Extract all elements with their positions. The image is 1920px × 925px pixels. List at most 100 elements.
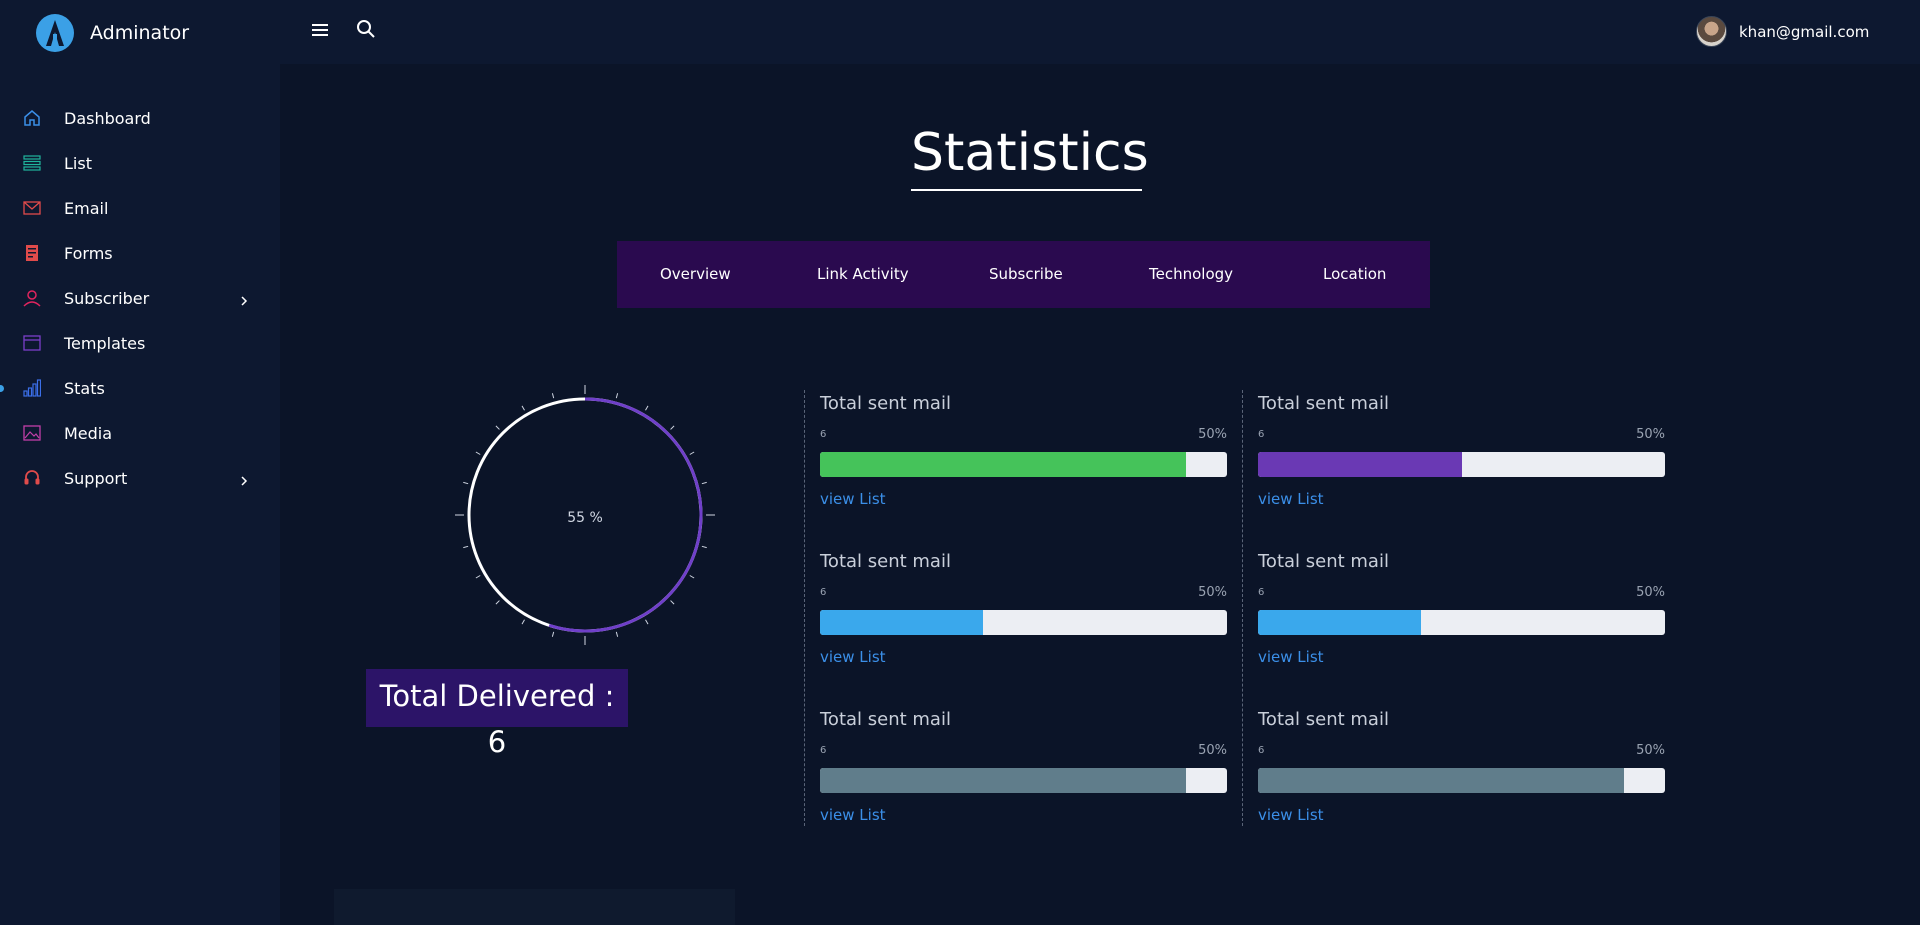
brand[interactable]: Adminator <box>36 14 189 52</box>
gauge-arc <box>548 397 703 633</box>
sidebar-item-dashboard[interactable]: Dashboard <box>0 100 280 136</box>
sidebar-item-label: Email <box>64 198 109 218</box>
sidebar-item-label: Subscriber <box>64 288 150 308</box>
sidebar-item-templates[interactable]: Templates <box>0 325 280 361</box>
stat-card: Total sent mail 6 50% view List <box>1258 551 1665 691</box>
view-list-link[interactable]: view List <box>1258 490 1324 508</box>
brand-name: Adminator <box>90 22 190 44</box>
progress-bar <box>820 768 1227 793</box>
stat-title: Total sent mail <box>1258 393 1389 414</box>
sidebar-item-label: Forms <box>64 243 113 263</box>
stat-title: Total sent mail <box>820 393 951 414</box>
gauge-tick <box>551 393 555 399</box>
tab-subscribe[interactable]: Subscribe <box>989 265 1063 283</box>
gauge-tick <box>701 545 707 549</box>
sidebar-item-label: Templates <box>64 333 146 353</box>
logo-icon <box>36 14 74 52</box>
sidebar-item-label: List <box>64 153 92 173</box>
progress-bar <box>1258 610 1665 635</box>
gauge-tick <box>463 545 469 549</box>
sidebar-item-label: Media <box>64 423 113 443</box>
stat-count: 6 <box>1258 745 1265 756</box>
stat-card: Total sent mail 6 50% view List <box>820 393 1227 533</box>
tab-location[interactable]: Location <box>1323 265 1387 283</box>
sidebar-item-forms[interactable]: Forms <box>0 235 280 271</box>
search-icon[interactable] <box>356 19 376 39</box>
stat-count: 6 <box>820 429 827 440</box>
sidebar-item-list[interactable]: List <box>0 145 280 181</box>
tab-technology[interactable]: Technology <box>1149 265 1234 283</box>
progress-bar-fill <box>820 610 983 635</box>
list-icon <box>23 154 41 172</box>
progress-bar-fill <box>1258 452 1462 477</box>
stat-title: Total sent mail <box>820 551 951 572</box>
gauge-tick <box>670 600 675 605</box>
gauge-tick <box>495 600 500 605</box>
bar-chart-icon <box>23 379 41 397</box>
progress-gauge <box>455 385 715 645</box>
stat-percent: 50% <box>1198 585 1227 600</box>
tab-overview[interactable]: Overview <box>660 265 731 283</box>
view-list-link[interactable]: view List <box>1258 648 1324 666</box>
user-menu[interactable]: khan@gmail.com <box>1696 16 1869 47</box>
sidebar-item-label: Support <box>64 468 128 488</box>
view-list-link[interactable]: view List <box>820 806 886 824</box>
progress-bar <box>820 610 1227 635</box>
sidebar-item-stats[interactable]: Stats <box>0 370 280 406</box>
gauge-tick <box>463 481 469 485</box>
gauge-tick <box>689 575 695 579</box>
sidebar-item-label: Dashboard <box>64 108 151 128</box>
sidebar-item-email[interactable]: Email <box>0 190 280 226</box>
mail-icon <box>23 199 41 217</box>
progress-bar <box>1258 452 1665 477</box>
avatar[interactable] <box>1696 16 1727 47</box>
view-list-link[interactable]: view List <box>820 490 886 508</box>
progress-bar-fill <box>1258 610 1421 635</box>
stat-count: 6 <box>820 745 827 756</box>
sidebar-item-media[interactable]: Media <box>0 415 280 451</box>
stat-count: 6 <box>1258 587 1265 598</box>
gauge-tick <box>689 451 695 455</box>
gauge-tick <box>645 405 649 411</box>
stat-card: Total sent mail 6 50% view List <box>1258 709 1665 849</box>
stat-card: Total sent mail 6 50% view List <box>1258 393 1665 533</box>
gauge-label: 55 % <box>567 510 603 526</box>
progress-bar-fill <box>820 768 1187 793</box>
gauge-tick <box>551 631 555 637</box>
gauge-tick <box>475 451 481 455</box>
stat-title: Total sent mail <box>1258 709 1389 730</box>
chevron-right-icon <box>238 472 250 486</box>
stat-title: Total sent mail <box>1258 551 1389 572</box>
sidebar-item-support[interactable]: Support <box>0 460 280 496</box>
column-divider <box>804 390 805 826</box>
stat-percent: 50% <box>1198 427 1227 442</box>
gauge-tick <box>615 393 619 399</box>
stat-count: 6 <box>820 587 827 598</box>
progress-bar-fill <box>1258 768 1625 793</box>
tab-link-activity[interactable]: Link Activity <box>817 265 909 283</box>
sidebar: Dashboard List Email Forms Subscriber Te… <box>0 64 280 925</box>
gauge-tick <box>701 481 707 485</box>
gauge-ticks <box>455 385 715 645</box>
page-title: Statistics <box>911 123 1149 183</box>
top-bar: Adminator khan@gmail.com <box>0 0 1920 64</box>
active-indicator <box>0 384 4 392</box>
gauge-tick <box>521 619 525 625</box>
chevron-right-icon <box>238 292 250 306</box>
hamburger-menu-icon[interactable] <box>310 20 330 40</box>
progress-bar <box>1258 768 1665 793</box>
view-list-link[interactable]: view List <box>820 648 886 666</box>
user-icon <box>23 289 41 307</box>
home-icon <box>23 109 41 127</box>
view-list-link[interactable]: view List <box>1258 806 1324 824</box>
sidebar-item-subscriber[interactable]: Subscriber <box>0 280 280 316</box>
stat-percent: 50% <box>1636 427 1665 442</box>
column-divider <box>1242 390 1243 826</box>
stat-title: Total sent mail <box>820 709 951 730</box>
stats-tabs: Overview Link Activity Subscribe Technol… <box>617 241 1430 308</box>
headset-icon <box>23 469 41 487</box>
progress-bar <box>820 452 1227 477</box>
gauge-tick <box>475 575 481 579</box>
stat-count: 6 <box>1258 429 1265 440</box>
form-icon <box>23 244 41 262</box>
